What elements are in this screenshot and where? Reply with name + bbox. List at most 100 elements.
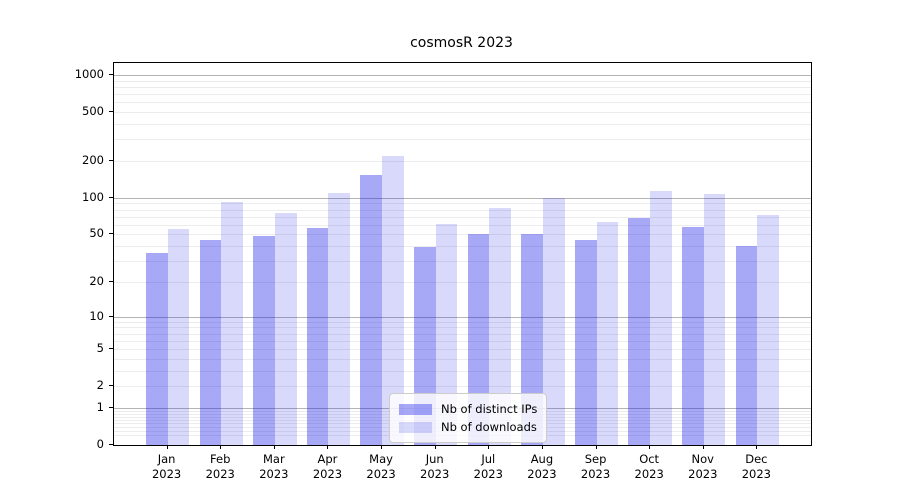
minor-gridline [114, 203, 811, 205]
x-tick-label: Dec 2023 [741, 452, 772, 481]
y-tick-label: 10 [89, 308, 104, 323]
y-tick-label: 20 [89, 273, 104, 288]
minor-gridline [114, 102, 811, 104]
minor-gridline [114, 386, 811, 388]
y-tick-label: 5 [96, 341, 104, 356]
minor-gridline [114, 349, 811, 351]
plot-area [113, 62, 812, 446]
minor-gridline [114, 327, 811, 329]
x-tick-label: May 2023 [366, 452, 396, 481]
bar-distinct-ips [145, 253, 168, 445]
minor-gridline [114, 370, 811, 372]
x-tick-mark [381, 445, 383, 449]
y-tick-mark [109, 348, 113, 350]
y-tick-label: 100 [82, 189, 104, 204]
bar-layer [114, 63, 811, 445]
bar-distinct-ips [199, 240, 222, 445]
x-tick-mark [273, 445, 275, 449]
bar-downloads [489, 208, 511, 445]
minor-gridline [114, 358, 811, 360]
bar-distinct-ips [306, 227, 329, 445]
y-tick-label: 0 [96, 437, 104, 451]
minor-gridline [114, 246, 811, 248]
x-tick-mark [595, 445, 597, 449]
x-tick-mark [327, 445, 329, 449]
minor-gridline [114, 340, 811, 342]
x-tick-mark [649, 445, 651, 449]
bar-downloads [167, 228, 190, 445]
y-tick-mark [109, 315, 113, 317]
bar-distinct-ips [574, 240, 597, 445]
bar-downloads [703, 194, 726, 445]
minor-gridline [114, 161, 811, 163]
x-tick-label: Nov 2023 [688, 452, 718, 481]
bar-distinct-ips [521, 234, 543, 445]
bar-downloads [328, 193, 351, 445]
bar-downloads [757, 214, 780, 445]
y-tick-label: 50 [89, 226, 104, 241]
minor-gridline [114, 216, 811, 218]
legend-item-distinct-ips: Nb of distinct IPs [399, 400, 537, 418]
distinct-ips-swatch-icon [399, 403, 432, 415]
legend-item-downloads: Nb of downloads [399, 418, 537, 436]
minor-gridline [114, 224, 811, 226]
minor-gridline [114, 321, 811, 323]
bar-downloads [382, 155, 404, 445]
minor-gridline [114, 281, 811, 283]
bar-downloads [435, 224, 458, 445]
y-tick-label: 200 [82, 153, 104, 168]
downloads-swatch-icon [399, 421, 432, 433]
bar-distinct-ips [735, 246, 758, 445]
y-tick-mark [109, 233, 113, 235]
minor-gridline [114, 112, 811, 114]
bar-downloads [650, 191, 672, 445]
bar-distinct-ips [682, 226, 704, 445]
x-tick-mark [702, 445, 704, 449]
x-tick-mark [434, 445, 436, 449]
x-tick-mark [488, 445, 490, 449]
y-tick-mark [109, 385, 113, 387]
y-tick-mark [109, 74, 113, 76]
x-tick-label: Aug 2023 [527, 452, 557, 481]
x-tick-label: Sep 2023 [580, 452, 611, 481]
minor-gridline [114, 139, 811, 141]
bar-distinct-ips [467, 234, 490, 445]
bar-distinct-ips [253, 235, 275, 445]
y-tick-label: 500 [82, 104, 104, 119]
y-tick-mark [109, 406, 113, 408]
y-tick-label: 2 [96, 378, 104, 393]
y-tick-mark [109, 196, 113, 198]
bar-downloads [596, 222, 619, 445]
x-tick-label: Jun 2023 [420, 452, 450, 481]
y-tick-label: 1 [96, 399, 104, 414]
minor-gridline [114, 209, 811, 211]
minor-gridline [114, 333, 811, 335]
x-tick-label: Jan 2023 [151, 452, 182, 481]
legend: Nb of distinct IPs Nb of downloads [389, 393, 547, 443]
bar-downloads [221, 201, 243, 445]
minor-gridline [114, 124, 811, 126]
chart-title: cosmosR 2023 [410, 35, 513, 51]
y-tick-mark [109, 280, 113, 282]
y-tick-mark [109, 160, 113, 162]
minor-gridline [114, 80, 811, 82]
legend-label-downloads: Nb of downloads [441, 420, 537, 434]
legend-label-distinct-ips: Nb of distinct IPs [441, 402, 538, 416]
major-gridline [114, 197, 811, 199]
y-tick-label: 1000 [74, 67, 104, 82]
minor-gridline [114, 87, 811, 88]
bar-distinct-ips [628, 218, 651, 445]
x-tick-mark [166, 445, 168, 449]
minor-gridline [114, 234, 811, 236]
x-tick-mark [541, 445, 543, 449]
x-tick-label: Oct 2023 [634, 452, 664, 481]
y-tick-mark [109, 444, 113, 445]
bar-distinct-ips [360, 174, 383, 445]
x-tick-label: Mar 2023 [259, 452, 289, 481]
y-tick-mark [109, 111, 113, 113]
bar-downloads [542, 197, 565, 445]
bar-downloads [274, 213, 297, 445]
minor-gridline [114, 261, 811, 263]
minor-gridline [114, 94, 811, 96]
